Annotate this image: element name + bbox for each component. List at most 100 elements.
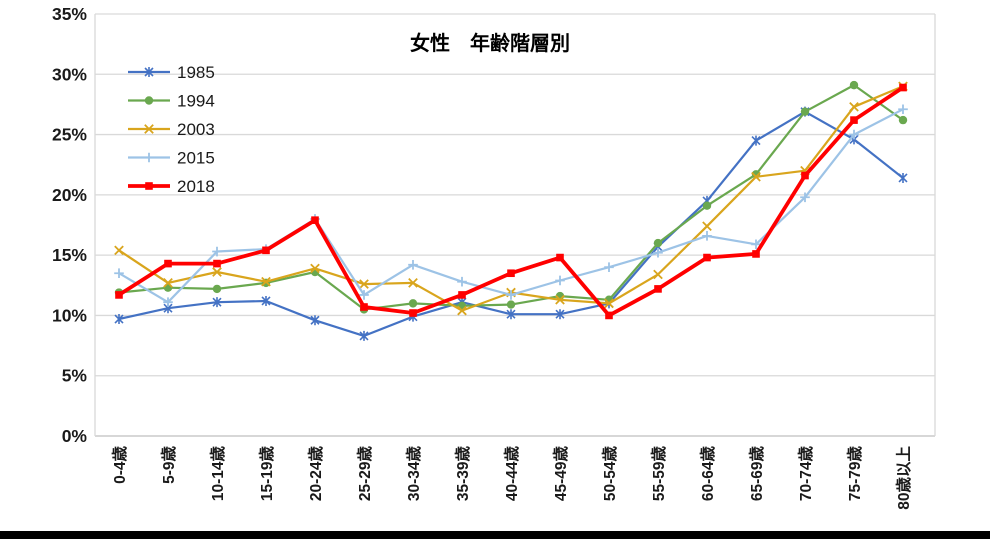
marker-circle: [506, 300, 516, 309]
x-axis-tick-label: 70-74歳: [796, 446, 815, 502]
marker-circle: [408, 299, 418, 308]
marker-plus: [144, 152, 154, 163]
marker-square: [409, 309, 417, 317]
marker-circle: [800, 107, 810, 116]
x-axis-tick-label: 20-24歳: [306, 446, 325, 502]
marker-square: [801, 171, 809, 180]
marker-x: [163, 278, 173, 288]
marker-circle: [144, 96, 154, 105]
series-line-2018: [117, 85, 905, 318]
marker-x: [261, 276, 271, 287]
marker-plus: [114, 268, 124, 279]
marker-asterisk: [144, 67, 154, 77]
marker-square: [164, 259, 172, 268]
marker-square: [262, 246, 270, 255]
legend-label: 1985: [177, 63, 215, 82]
marker-plus: [555, 275, 565, 286]
marker-x: [653, 269, 663, 280]
marker-plus: [408, 259, 418, 270]
marker-square: [115, 291, 123, 299]
marker-plus: [800, 192, 810, 203]
x-axis-tick-label: 60-64歳: [698, 446, 717, 502]
marker-x: [144, 124, 154, 134]
y-axis-tick-label: 25%: [52, 125, 87, 145]
marker-x: [604, 298, 614, 309]
x-axis-tick-label: 50-54歳: [600, 446, 619, 502]
marker-plus: [751, 239, 761, 250]
marker-plus: [849, 129, 859, 140]
marker-square: [458, 291, 466, 299]
marker-x: [457, 305, 467, 316]
x-axis-tick-label: 35-39歳: [453, 446, 472, 502]
marker-asterisk: [212, 297, 222, 308]
marker-plus: [163, 297, 173, 307]
marker-x: [408, 278, 418, 288]
marker-square: [213, 259, 221, 268]
x-axis-tick-label: 45-49歳: [551, 446, 570, 502]
marker-x: [849, 102, 859, 112]
marker-square: [605, 311, 613, 320]
marker-plus: [604, 262, 614, 272]
marker-x: [359, 279, 369, 289]
marker-plus: [359, 290, 369, 300]
marker-asterisk: [114, 314, 124, 325]
marker-circle: [898, 115, 908, 125]
marker-asterisk: [506, 309, 516, 320]
bottom-border-bar: [0, 531, 990, 539]
marker-asterisk: [751, 135, 761, 146]
y-axis-tick-label: 35%: [52, 4, 87, 24]
legend-label: 2015: [177, 149, 215, 168]
marker-square: [703, 253, 711, 262]
marker-plus: [212, 246, 222, 257]
marker-plus: [506, 290, 516, 300]
marker-x: [702, 221, 712, 232]
y-axis-tick-label: 0%: [62, 426, 88, 446]
marker-square: [145, 182, 153, 190]
x-axis-tick-label: 30-34歳: [404, 446, 423, 502]
marker-x: [555, 294, 565, 305]
marker-square: [360, 303, 368, 311]
marker-x: [751, 171, 761, 182]
marker-square: [899, 83, 907, 92]
y-axis-tick-label: 30%: [52, 64, 87, 84]
x-axis-tick-label: 75-79歳: [845, 446, 864, 502]
marker-square: [311, 216, 319, 224]
marker-circle: [653, 238, 663, 248]
marker-asterisk: [261, 295, 271, 306]
y-axis-tick-label: 15%: [52, 245, 87, 265]
y-axis-tick-label: 20%: [52, 185, 87, 205]
x-axis-tick-label: 10-14歳: [208, 446, 227, 502]
y-axis-tick-label: 5%: [62, 366, 88, 386]
marker-circle: [212, 284, 222, 294]
x-axis-tick-label: 65-69歳: [747, 446, 766, 502]
legend-label: 1994: [177, 92, 215, 111]
marker-circle: [702, 201, 712, 210]
marker-square: [507, 269, 515, 278]
marker-plus: [702, 231, 712, 241]
marker-circle: [849, 80, 859, 90]
y-axis-tick-label: 10%: [52, 305, 87, 325]
marker-asterisk: [359, 330, 369, 341]
x-axis-tick-label: 40-44歳: [502, 446, 521, 502]
marker-square: [752, 250, 760, 258]
marker-asterisk: [555, 309, 565, 320]
marker-plus: [653, 247, 663, 258]
x-axis-tick-label: 15-19歳: [257, 446, 276, 502]
marker-square: [654, 285, 662, 293]
x-axis-tick-label: 55-59歳: [649, 446, 668, 502]
x-axis-tick-label: 5-9歳: [159, 446, 178, 484]
marker-square: [556, 253, 564, 262]
legend-label: 2018: [177, 177, 215, 196]
chart-title: 女性 年齢階層別: [410, 31, 570, 55]
marker-plus: [457, 276, 467, 287]
x-axis-tick-label: 80歳以上: [894, 446, 913, 510]
x-axis-tick-label: 25-29歳: [355, 446, 374, 502]
x-axis-tick-label: 0-4歳: [110, 446, 129, 484]
marker-asterisk: [310, 315, 320, 326]
legend-label: 2003: [177, 120, 215, 139]
marker-x: [212, 267, 222, 277]
marker-x: [114, 245, 124, 256]
marker-square: [850, 116, 858, 124]
